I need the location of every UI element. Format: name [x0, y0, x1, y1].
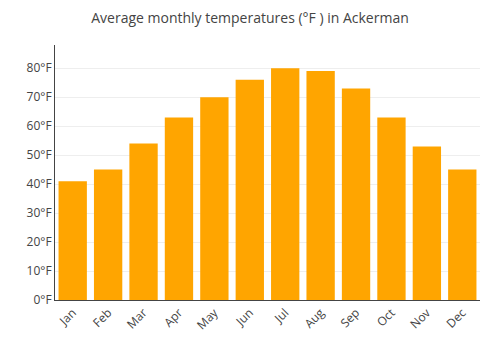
svg-text:70°F: 70°F: [27, 88, 52, 105]
svg-text:Mar: Mar: [123, 304, 151, 332]
svg-text:80°F: 80°F: [27, 59, 52, 76]
svg-text:0°F: 0°F: [33, 291, 51, 308]
svg-text:Nov: Nov: [406, 304, 434, 332]
svg-text:Oct: Oct: [373, 304, 399, 330]
svg-text:50°F: 50°F: [27, 146, 52, 163]
svg-text:May: May: [193, 304, 222, 333]
svg-text:60°F: 60°F: [27, 117, 52, 134]
svg-text:Jul: Jul: [270, 304, 292, 326]
svg-text:Jan: Jan: [55, 304, 80, 329]
svg-text:10°F: 10°F: [27, 262, 52, 279]
svg-text:30°F: 30°F: [27, 204, 52, 221]
svg-text:40°F: 40°F: [27, 175, 52, 192]
svg-text:Sep: Sep: [336, 304, 363, 331]
svg-text:Feb: Feb: [89, 304, 115, 330]
svg-text:Apr: Apr: [160, 304, 186, 330]
svg-text:Average monthly temperatures (: Average monthly temperatures (°F ) in Ac…: [91, 8, 409, 27]
svg-text:Dec: Dec: [442, 304, 469, 331]
svg-text:20°F: 20°F: [27, 233, 52, 250]
svg-text:Aug: Aug: [300, 304, 328, 332]
svg-text:Jun: Jun: [231, 304, 256, 329]
